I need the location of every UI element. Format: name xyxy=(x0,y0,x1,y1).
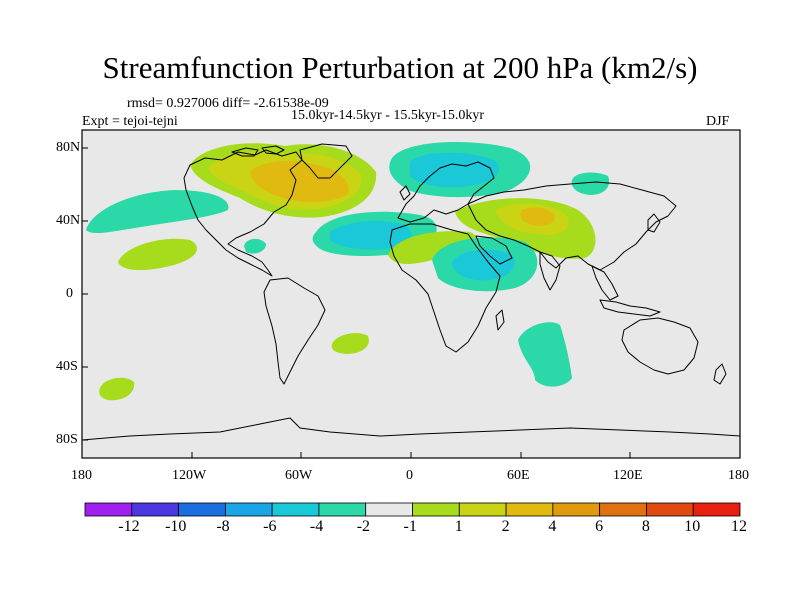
colorbar-label: 10 xyxy=(684,518,701,535)
coastline-canada-islands xyxy=(231,145,285,157)
colorbar-label: -1 xyxy=(403,518,417,535)
coastline-asia xyxy=(467,181,677,271)
colorbar-label: 2 xyxy=(501,518,510,535)
anomaly-east-africa-low-inner xyxy=(452,249,515,281)
x-tick-label: 120E xyxy=(613,468,643,483)
anomaly-subtropical-pacific-high xyxy=(118,238,198,271)
colorbar-label: 1 xyxy=(454,518,463,535)
experiment-label: Expt = tejoi-tejni xyxy=(82,114,178,129)
x-tick-label: 60W xyxy=(285,468,313,483)
coastline-greenland xyxy=(299,143,353,179)
colorbar-label: -10 xyxy=(165,518,187,535)
coastline-africa xyxy=(389,223,501,353)
coastlines xyxy=(82,143,740,441)
y-tick-label: 40S xyxy=(56,359,78,374)
chart-title: Streamfunction Perturbation at 200 hPa (… xyxy=(102,50,698,85)
colorbar-label: 6 xyxy=(595,518,604,535)
anomaly-north-pacific-high xyxy=(86,190,229,234)
y-tick-label: 0 xyxy=(66,286,73,301)
anomaly-south-pacific-high xyxy=(99,377,135,401)
colorbar-swatch xyxy=(84,502,133,517)
anomaly-middle-east-high-core xyxy=(520,207,555,226)
anomaly-north-africa-high xyxy=(388,231,476,264)
colorbar-label: -4 xyxy=(309,518,324,535)
x-tick-label: 60E xyxy=(507,468,530,483)
x-tick-label: 0 xyxy=(406,468,413,483)
anomaly-north-atlantic-europe-low-inner xyxy=(410,152,500,188)
x-tick-label: 120W xyxy=(172,468,207,483)
anomaly-siberia-low xyxy=(571,172,610,195)
coastline-uk xyxy=(399,185,411,201)
coastline-antarctica xyxy=(82,417,740,441)
coastline-australia xyxy=(621,317,699,375)
anomaly-field xyxy=(82,142,740,441)
colorbar-swatch xyxy=(692,502,741,517)
anomaly-south-atlantic-high xyxy=(331,333,369,354)
colorbar-swatch xyxy=(505,502,554,517)
coastline-arabia xyxy=(475,235,513,265)
coastline-south-america xyxy=(263,277,326,385)
coastline-indonesia xyxy=(599,299,661,317)
x-tick-label: 180 xyxy=(71,468,92,483)
anomaly-mid-atlantic-low-inner xyxy=(330,220,412,250)
coastline-new-zealand xyxy=(713,363,727,385)
axis-ticks xyxy=(81,147,741,458)
colorbar-label: 8 xyxy=(641,518,650,535)
y-tick-label: 80S xyxy=(56,432,78,447)
season-label: DJF xyxy=(706,114,730,129)
colorbar-swatch xyxy=(552,502,601,517)
period-label: 15.0kyr-14.5kyr - 15.5kyr-15.0kyr xyxy=(291,108,485,123)
colorbar-swatch xyxy=(224,502,273,517)
coastline-north-america xyxy=(183,149,303,277)
colorbar-label: 12 xyxy=(731,518,747,535)
colorbar-label: -2 xyxy=(356,518,371,535)
colorbar-label: 4 xyxy=(548,518,557,535)
colorbar-label: -12 xyxy=(118,518,140,535)
y-tick-label: 80N xyxy=(56,140,81,155)
colorbar-swatch xyxy=(318,502,367,517)
coastline-europe xyxy=(397,161,495,223)
x-tick-label: 180 xyxy=(728,468,749,483)
y-tick-label: 40N xyxy=(56,213,81,228)
colorbar-swatch xyxy=(646,502,694,517)
anomaly-north-america-high-core xyxy=(250,160,349,202)
colorbar-swatch xyxy=(599,502,647,517)
colorbar-label: -6 xyxy=(263,518,277,535)
coastline-madagascar xyxy=(495,309,505,331)
coastline-japan xyxy=(647,213,661,233)
colorbar-label: -8 xyxy=(216,518,230,535)
coastline-india xyxy=(539,251,561,291)
colorbar-swatch xyxy=(271,502,320,517)
stats-label: rmsd= 0.927006 diff= -2.61538e-09 xyxy=(127,96,329,111)
colorbar-swatch xyxy=(365,502,413,517)
colorbar-swatch xyxy=(131,502,179,517)
colorbar-swatch xyxy=(178,502,226,517)
colorbar xyxy=(84,502,741,517)
coastline-southeast-asia xyxy=(591,265,619,301)
anomaly-indian-ocean-low xyxy=(518,322,572,387)
colorbar-swatch xyxy=(412,502,460,517)
colorbar-swatch xyxy=(458,502,507,517)
anomaly-caribbean-low xyxy=(244,238,266,254)
